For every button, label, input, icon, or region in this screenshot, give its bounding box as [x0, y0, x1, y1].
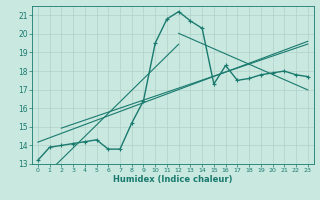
X-axis label: Humidex (Indice chaleur): Humidex (Indice chaleur)	[113, 175, 233, 184]
